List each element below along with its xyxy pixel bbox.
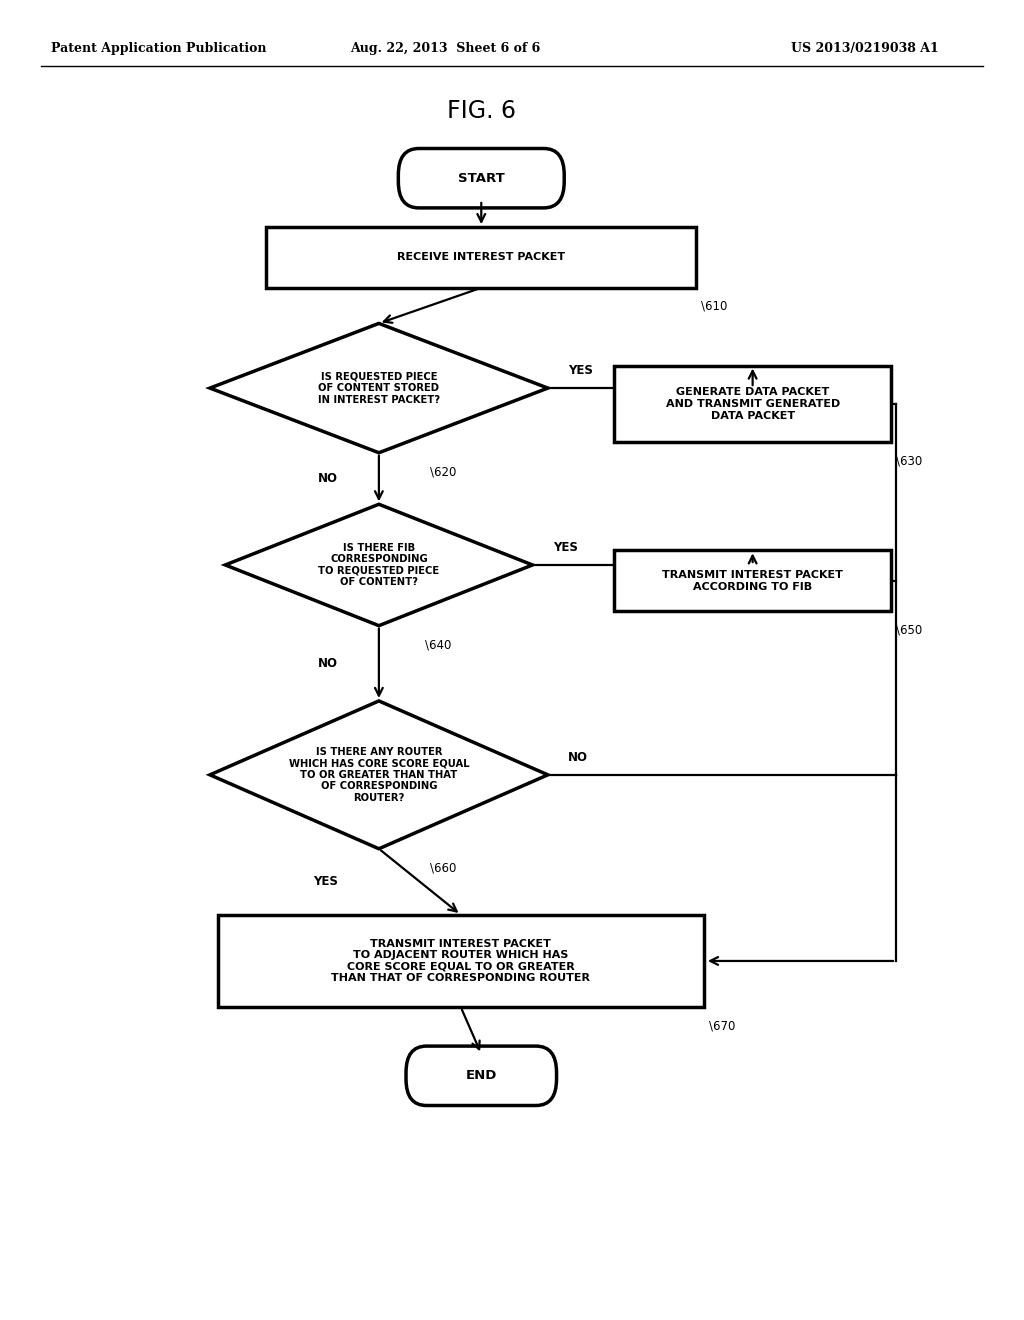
Text: \650: \650 xyxy=(896,623,923,636)
Text: RECEIVE INTEREST PACKET: RECEIVE INTEREST PACKET xyxy=(397,252,565,263)
Text: \640: \640 xyxy=(425,639,452,652)
Text: Patent Application Publication: Patent Application Publication xyxy=(51,42,266,55)
FancyBboxPatch shape xyxy=(398,149,564,207)
Text: TRANSMIT INTEREST PACKET
TO ADJACENT ROUTER WHICH HAS
CORE SCORE EQUAL TO OR GRE: TRANSMIT INTEREST PACKET TO ADJACENT ROU… xyxy=(332,939,590,983)
Bar xyxy=(614,366,891,442)
Text: NO: NO xyxy=(317,473,338,484)
Text: GENERATE DATA PACKET
AND TRANSMIT GENERATED
DATA PACKET: GENERATE DATA PACKET AND TRANSMIT GENERA… xyxy=(666,387,840,421)
Text: IS THERE ANY ROUTER
WHICH HAS CORE SCORE EQUAL
TO OR GREATER THAN THAT
OF CORRES: IS THERE ANY ROUTER WHICH HAS CORE SCORE… xyxy=(289,747,469,803)
Text: YES: YES xyxy=(313,875,338,888)
Polygon shape xyxy=(210,701,548,849)
Text: \670: \670 xyxy=(709,1019,735,1032)
Text: START: START xyxy=(458,172,505,185)
Text: FIG. 6: FIG. 6 xyxy=(446,99,516,123)
Text: IS REQUESTED PIECE
OF CONTENT STORED
IN INTEREST PACKET?: IS REQUESTED PIECE OF CONTENT STORED IN … xyxy=(317,371,440,405)
Bar xyxy=(614,550,891,611)
Polygon shape xyxy=(210,323,548,453)
FancyBboxPatch shape xyxy=(406,1045,557,1106)
Bar xyxy=(266,227,696,288)
Polygon shape xyxy=(225,504,532,626)
Text: YES: YES xyxy=(553,541,578,554)
Text: YES: YES xyxy=(568,364,593,378)
Bar xyxy=(218,915,705,1007)
Text: \630: \630 xyxy=(896,454,923,467)
Text: Aug. 22, 2013  Sheet 6 of 6: Aug. 22, 2013 Sheet 6 of 6 xyxy=(350,42,541,55)
Text: TRANSMIT INTEREST PACKET
ACCORDING TO FIB: TRANSMIT INTEREST PACKET ACCORDING TO FI… xyxy=(663,570,843,591)
Text: NO: NO xyxy=(317,657,338,669)
Text: \620: \620 xyxy=(430,466,456,479)
Text: \610: \610 xyxy=(701,300,728,313)
Text: \660: \660 xyxy=(430,862,456,875)
Text: NO: NO xyxy=(568,751,589,764)
Text: US 2013/0219038 A1: US 2013/0219038 A1 xyxy=(792,42,939,55)
Text: END: END xyxy=(466,1069,497,1082)
Text: IS THERE FIB
CORRESPONDING
TO REQUESTED PIECE
OF CONTENT?: IS THERE FIB CORRESPONDING TO REQUESTED … xyxy=(318,543,439,587)
